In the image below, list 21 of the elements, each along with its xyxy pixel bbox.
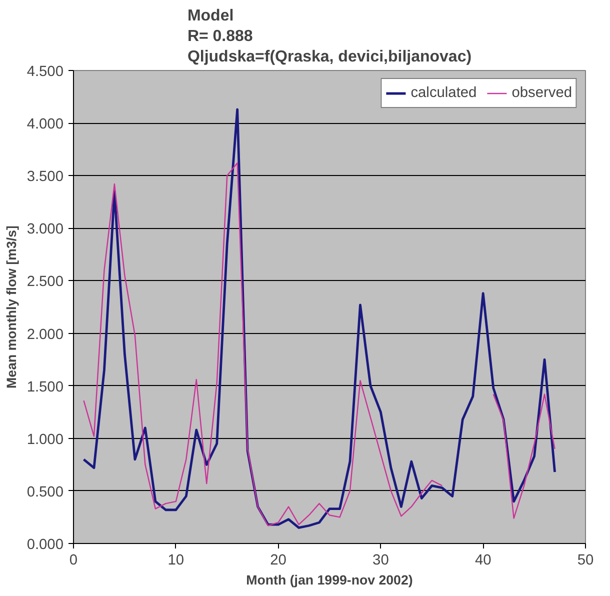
- y-tick-label: 2.500: [26, 274, 64, 290]
- x-tick-label: 40: [474, 552, 492, 568]
- y-tick-label: 0.000: [26, 537, 64, 553]
- y-tick-label: 3.000: [26, 222, 64, 238]
- y-tick-label: 1.500: [26, 379, 64, 396]
- y-tick-label: 2.000: [26, 326, 64, 343]
- chart-title: Model R= 0.888 Qljudska=f(Qraska, devici,biljanovac): [187, 8, 472, 66]
- x-axis-title: Month (jan 1999-nov 2002): [246, 572, 413, 588]
- legend-label: calculated: [410, 85, 477, 101]
- legend-label: observed: [512, 85, 572, 101]
- y-tick-label: 4.500: [26, 64, 64, 80]
- x-tick-label: 50: [577, 552, 594, 568]
- y-tick-label: 3.500: [26, 169, 64, 186]
- x-tick-label: 0: [69, 552, 78, 568]
- x-tick-label: 10: [168, 552, 184, 568]
- y-tick-label: 0.500: [26, 484, 64, 500]
- y-tick-label: 4.000: [26, 116, 64, 133]
- y-axis-title: Mean monthly flow [m3/s]: [4, 226, 19, 388]
- y-tick-label: 1.000: [26, 432, 64, 448]
- x-tick-label: 20: [270, 552, 286, 568]
- x-tick-label: 30: [372, 552, 389, 568]
